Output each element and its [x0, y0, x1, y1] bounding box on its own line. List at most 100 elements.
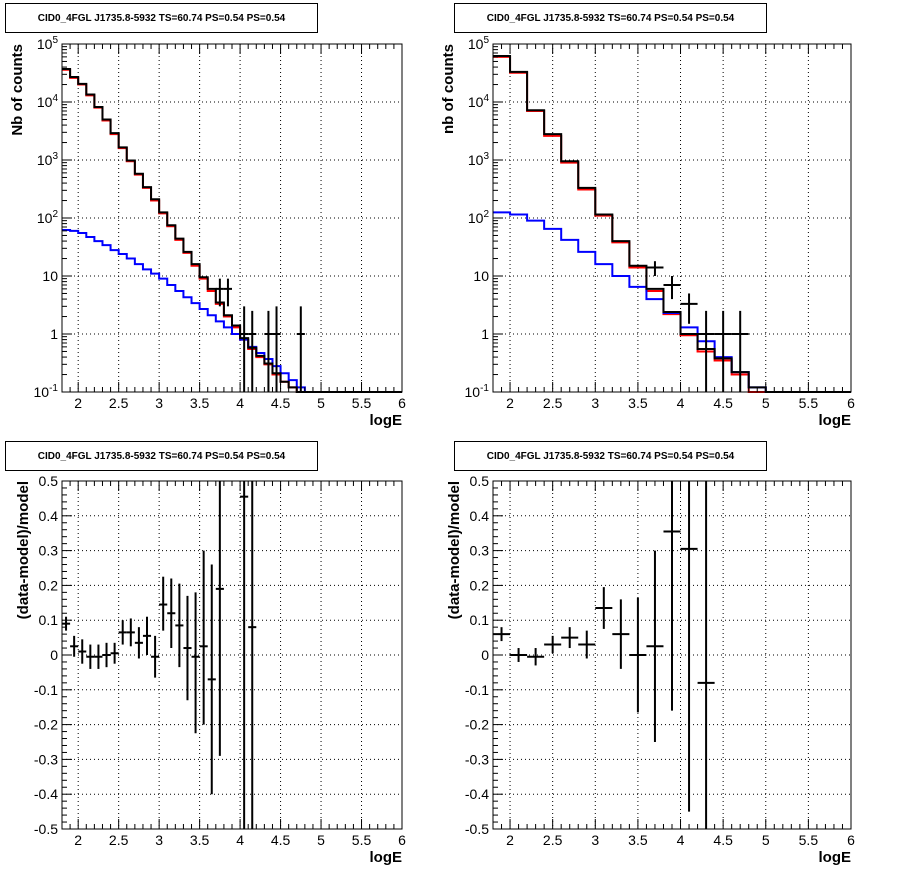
counts-panel-left: 2 2.5 3 3.5 4 4.5 5 5.5 6 10-1 1 10 102 103 104 105 logE… — [0, 0, 449, 437]
data-point — [646, 550, 664, 742]
histogram-series-1 — [493, 211, 851, 393]
y-tick-label: 0.4 — [39, 508, 59, 524]
y-tick-label: -0.5 — [34, 821, 58, 837]
y-tick-label: -0.4 — [465, 786, 489, 802]
data-point — [62, 616, 71, 631]
x-tick-label: 5 — [762, 395, 770, 411]
x-tick-label: 5.5 — [799, 395, 819, 411]
y-tick-label: -0.2 — [34, 717, 58, 733]
x-tick-label: 3.5 — [628, 832, 648, 848]
residual-panel-left: 2 2.5 3 3.5 4 4.5 5 5.5 6 -0.5 -0.4 -0.3 -0.2 -0.1 0 0.… — [0, 437, 449, 875]
data-point — [731, 310, 749, 392]
x-tick-label: 3 — [155, 832, 163, 848]
y-tick-label: 0 — [481, 647, 489, 663]
data-point — [223, 278, 232, 307]
y-axis-label: nb of counts — [440, 44, 457, 134]
x-axis-label: logE — [819, 849, 852, 866]
histogram-series-1 — [62, 229, 402, 393]
data-point — [70, 635, 79, 657]
y-tick-label: -0.5 — [465, 821, 489, 837]
data-point — [151, 635, 160, 678]
data-point — [142, 616, 152, 655]
data-point — [663, 276, 681, 300]
x-tick-label: 5.5 — [799, 832, 819, 848]
data-point — [215, 278, 224, 307]
y-tick-label: 0.5 — [39, 473, 59, 489]
data-point — [680, 481, 698, 812]
y-tick-label: -0.1 — [465, 682, 489, 698]
data-point — [94, 644, 103, 669]
x-tick-label: 3 — [591, 395, 599, 411]
data-point — [680, 293, 698, 324]
y-tick-label: 105 — [37, 35, 59, 52]
y-tick-label: 0 — [50, 647, 58, 663]
histogram-series-2 — [62, 68, 402, 393]
data-point — [578, 630, 596, 659]
y-tick-label: 103 — [468, 151, 490, 168]
x-tick-label: 4.5 — [713, 832, 733, 848]
x-tick-label: 3.5 — [190, 832, 210, 848]
chart-svg: 2 2.5 3 3.5 4 4.5 5 5.5 6 10-1 1 10 102 103 104 105 logE… — [9, 35, 406, 429]
y-tick-label: 0.3 — [39, 543, 59, 559]
y-tick-label: 10-1 — [465, 383, 490, 400]
data-point — [183, 595, 192, 701]
data-point — [248, 481, 257, 829]
y-tick-label: -0.2 — [465, 717, 489, 733]
data-point — [126, 618, 135, 647]
x-tick-label: 2.5 — [109, 395, 129, 411]
data-point — [240, 481, 249, 829]
data-point — [629, 597, 647, 713]
y-tick-label: 0.4 — [470, 508, 490, 524]
y-tick-label: 0.1 — [39, 612, 59, 628]
x-tick-label: 4.5 — [271, 395, 291, 411]
data-point — [199, 550, 208, 725]
x-tick-label: 2.5 — [543, 832, 563, 848]
histogram-series-0 — [62, 68, 402, 393]
y-tick-label: 0.1 — [470, 612, 490, 628]
y-tick-label: 102 — [468, 209, 490, 226]
data-point — [595, 587, 613, 629]
y-tick-label: 104 — [37, 93, 59, 110]
x-tick-label: 2 — [506, 395, 514, 411]
data-point — [264, 310, 273, 392]
x-tick-label: 3 — [591, 832, 599, 848]
chart-title: CID0_4FGL J1735.8-5932 TS=60.74 PS=0.54 … — [454, 441, 767, 471]
data-point — [663, 481, 681, 711]
y-tick-label: 0.3 — [470, 543, 490, 559]
x-tick-label: 2.5 — [109, 832, 129, 848]
data-point — [134, 627, 143, 659]
residual-panel-right: 2 2.5 3 3.5 4 4.5 5 5.5 6 -0.5 -0.4 -0.3 -0.2 -0.1 0 0.… — [446, 437, 898, 875]
data-point — [191, 592, 200, 734]
x-tick-label: 3.5 — [190, 395, 210, 411]
data-point — [561, 627, 579, 649]
y-tick-label: -0.3 — [34, 751, 58, 767]
chart-svg: 2 2.5 3 3.5 4 4.5 5 5.5 6 -0.5 -0.4 -0.3 -0.2 -0.1 0 0.… — [446, 473, 855, 866]
y-tick-label: 1 — [50, 326, 58, 342]
y-tick-label: 1 — [481, 326, 489, 342]
data-point — [612, 599, 630, 669]
x-tick-label: 6 — [847, 395, 855, 411]
y-tick-label: 0.2 — [39, 577, 59, 593]
data-point — [118, 620, 127, 645]
x-tick-label: 3 — [155, 395, 163, 411]
x-tick-label: 2 — [74, 395, 82, 411]
x-tick-label: 5 — [317, 832, 325, 848]
x-tick-label: 5.5 — [352, 832, 372, 848]
data-point — [272, 306, 281, 392]
chart-title: CID0_4FGL J1735.8-5932 TS=60.74 PS=0.54 … — [5, 441, 318, 471]
data-point — [175, 583, 184, 668]
data-point — [215, 481, 224, 756]
y-tick-label: 0.2 — [470, 577, 490, 593]
x-tick-label: 5.5 — [352, 395, 372, 411]
x-tick-label: 5 — [317, 395, 325, 411]
data-point — [510, 648, 528, 662]
data-point — [240, 306, 249, 392]
y-tick-label: -0.4 — [34, 786, 58, 802]
data-point — [207, 564, 216, 795]
x-tick-label: 5 — [762, 832, 770, 848]
x-tick-label: 2 — [506, 832, 514, 848]
data-point — [714, 310, 732, 392]
x-tick-label: 2 — [74, 832, 82, 848]
y-tick-label: 10 — [42, 268, 58, 284]
x-tick-label: 4.5 — [713, 395, 733, 411]
